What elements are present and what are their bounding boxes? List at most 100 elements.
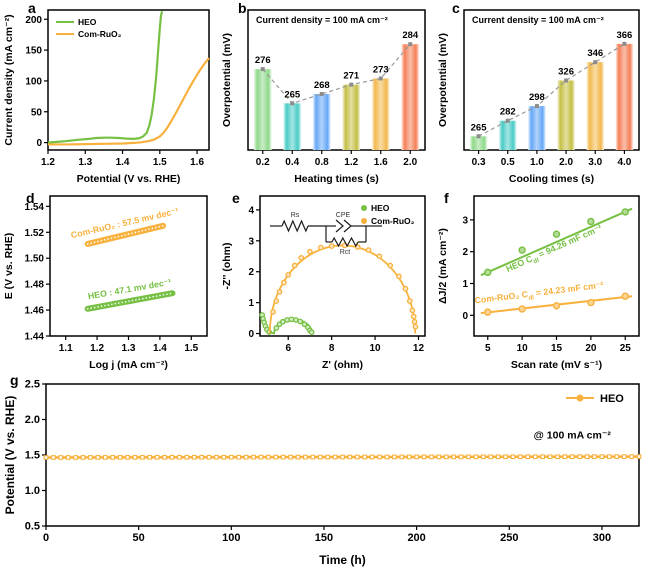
svg-text:HEO: HEO (600, 393, 624, 405)
svg-text:276: 276 (255, 55, 271, 66)
svg-text:10: 10 (517, 343, 529, 354)
svg-text:298: 298 (529, 92, 545, 103)
svg-text:1.2: 1.2 (90, 343, 104, 354)
panel-c-chart-cooling-bars: Cooling times (s)Overpotential (mV)0.3 0.… (437, 9, 640, 185)
svg-text:E (V vs. RHE): E (V vs. RHE) (3, 233, 15, 300)
svg-text:4: 4 (248, 205, 254, 216)
svg-text:12: 12 (413, 343, 425, 354)
panel-f-chart-cdl: 5 10 15 20 25 0 1 2 3 Scan rate (mV s⁻¹) ΔJ/2 (mA … (437, 195, 640, 371)
panel-b: b Heating times (s) Overpotential (mV) 0.2… (218, 0, 434, 186)
svg-text:250: 250 (500, 532, 518, 544)
svg-text:0.2: 0.2 (256, 157, 270, 168)
panel-a: a 1.2 1.3 1.4 1.5 1.6 0 50 100 150 200 Potential (… (0, 0, 218, 186)
svg-text:1.6: 1.6 (190, 157, 204, 168)
svg-text:Current density = 100 mA cm⁻²: Current density = 100 mA cm⁻² (472, 15, 604, 25)
panel-f-letter: f (444, 190, 449, 206)
svg-text:1.4: 1.4 (153, 343, 167, 354)
svg-text:1.5: 1.5 (25, 450, 40, 462)
bars: 0.2 0.4 0.8 1.2 1.6 2.0 (253, 44, 420, 168)
svg-text:Com-RuO₂: Com-RuO₂ (371, 216, 415, 226)
svg-text:0.8: 0.8 (315, 157, 329, 168)
svg-text:1.48: 1.48 (25, 280, 45, 291)
svg-text:Cooling times (s): Cooling times (s) (509, 173, 594, 185)
series-HEO (43, 454, 642, 460)
panel-c: c Cooling times (s) Overpotential (mV) 0.3… (434, 0, 650, 186)
svg-text:1.2: 1.2 (41, 157, 55, 168)
svg-text:0: 0 (248, 329, 254, 340)
svg-text:4.0: 4.0 (617, 157, 631, 168)
panel-g-chart-stability: 0 50 100 150 200 250 300 0.5 1.0 1.5 2.0 2.5 Time (h… (3, 379, 642, 567)
svg-text:1.0: 1.0 (530, 157, 544, 168)
svg-text:Rct: Rct (340, 249, 351, 256)
svg-text:Time (h): Time (h) (319, 553, 365, 567)
legend: HEO (566, 393, 624, 405)
svg-text:1.5: 1.5 (184, 343, 198, 354)
svg-text:Current density (mA cm⁻²): Current density (mA cm⁻²) (3, 14, 15, 145)
svg-text:150: 150 (315, 532, 333, 544)
svg-text:1.46: 1.46 (25, 306, 45, 317)
panel-d: d 1.1 1.2 1.3 1.4 1.5 1.44 1.46 1.48 1.50 1.52 1.5… (0, 186, 218, 372)
panel-d-letter: d (26, 190, 35, 206)
svg-text:0.5: 0.5 (25, 521, 40, 533)
svg-text:Z' (ohm): Z' (ohm) (322, 359, 363, 371)
svg-text:15: 15 (551, 343, 563, 354)
svg-text:1.3: 1.3 (78, 157, 92, 168)
svg-text:271: 271 (343, 71, 360, 82)
axes-c: Cooling times (s) Overpotential (mV) (437, 9, 640, 185)
panel-e-letter: e (232, 190, 240, 206)
panel-e: e 6 8 10 12 0 1 2 3 4 Z' (ohm) -Z'' (ohm) HEO Com-Ru… (218, 186, 434, 372)
panel-g: g 0 50 100 150 200 250 300 0.5 1.0 1.5 2.0 2.5 Time … (0, 372, 650, 568)
legend: HEO Com-RuO₂ (56, 17, 122, 39)
svg-text:HEO: HEO (78, 17, 97, 27)
svg-text:150: 150 (25, 46, 42, 57)
svg-text:284: 284 (402, 30, 419, 41)
svg-text:ΔJ/2 (mA cm⁻²): ΔJ/2 (mA cm⁻²) (437, 228, 449, 304)
svg-text:Com-RuO₂: Com-RuO₂ (78, 29, 122, 39)
series-HEO (259, 312, 315, 336)
svg-text:268: 268 (314, 80, 330, 91)
legend: HEO Com-RuO₂ (361, 203, 415, 226)
svg-text:@ 100 mA cm⁻²: @ 100 mA cm⁻² (534, 430, 612, 442)
panel-a-chart-lsv: 1.2 1.3 1.4 1.5 1.6 0 50 100 150 200 Potential (V … (3, 9, 210, 185)
axes-a: 1.2 1.3 1.4 1.5 1.6 0 50 100 150 200 Potential (V … (3, 9, 210, 185)
svg-text:50: 50 (31, 107, 43, 118)
panel-f: f 5 10 15 20 25 0 1 2 3 Scan rate (mV s⁻¹) ΔJ/2 (m… (434, 186, 650, 372)
svg-text:0.5: 0.5 (501, 157, 515, 168)
svg-text:282: 282 (500, 107, 516, 118)
svg-text:300: 300 (593, 532, 611, 544)
axes-b: Heating times (s) Overpotential (mV) (221, 9, 426, 185)
svg-text:0.4: 0.4 (285, 157, 299, 168)
svg-text:1.54: 1.54 (25, 202, 45, 213)
panel-b-chart-heating-bars: Heating times (s)Overpotential (mV)0.2 0.… (221, 9, 426, 185)
series-Com-RuO₂ (48, 57, 210, 146)
series-Com-RuO₂ (268, 242, 419, 334)
svg-text:2.0: 2.0 (559, 157, 573, 168)
panel-d-chart-tafel: 1.1 1.2 1.3 1.4 1.5 1.44 1.46 1.48 1.50 1.52 1.54 L… (3, 195, 208, 371)
svg-text:265: 265 (284, 89, 301, 100)
svg-text:Rs: Rs (291, 212, 300, 219)
axes-g: 0 50 100 150 200 250 300 0.5 1.0 1.5 2.0 2.5 Time (h… (3, 379, 640, 567)
svg-text:2: 2 (462, 247, 468, 258)
svg-text:1.1: 1.1 (59, 343, 73, 354)
svg-text:1.2: 1.2 (344, 157, 358, 168)
svg-text:8: 8 (329, 343, 335, 354)
svg-text:0.3: 0.3 (472, 157, 486, 168)
svg-text:Potential (V vs. RHE): Potential (V vs. RHE) (3, 396, 17, 515)
svg-text:-Z'' (ohm): -Z'' (ohm) (221, 243, 233, 290)
svg-text:10: 10 (370, 343, 382, 354)
svg-text:Current density = 100 mA cm⁻²: Current density = 100 mA cm⁻² (256, 15, 388, 25)
axes-f: 5 10 15 20 25 0 1 2 3 Scan rate (mV s⁻¹) ΔJ/2 (mA … (437, 195, 640, 371)
panel-g-letter: g (10, 372, 19, 388)
equivalent-circuit-inset (270, 219, 382, 248)
svg-text:200: 200 (25, 15, 42, 26)
svg-text:1: 1 (248, 298, 254, 309)
svg-text:1.0: 1.0 (25, 485, 40, 497)
svg-text:326: 326 (558, 66, 574, 77)
svg-text:Scan rate (mV s⁻¹): Scan rate (mV s⁻¹) (511, 359, 602, 371)
panel-b-letter: b (238, 0, 247, 16)
svg-text:1.52: 1.52 (25, 228, 45, 239)
svg-text:2.0: 2.0 (25, 414, 40, 426)
svg-text:2.0: 2.0 (403, 157, 417, 168)
svg-text:Overpotential (mV): Overpotential (mV) (221, 33, 233, 127)
